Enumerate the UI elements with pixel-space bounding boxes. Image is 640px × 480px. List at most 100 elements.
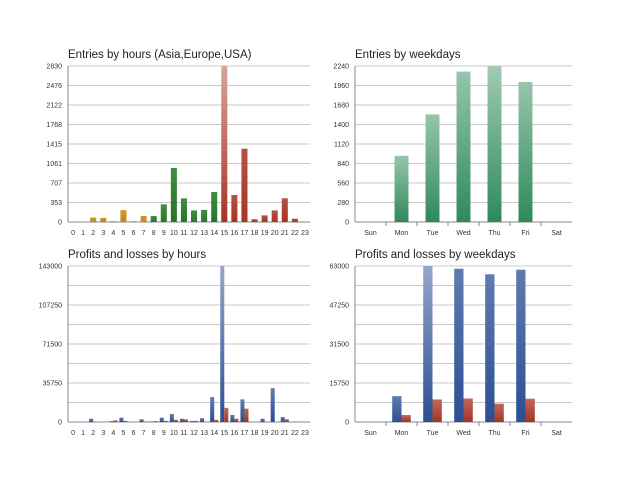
y-tick-label: 2476	[46, 83, 62, 90]
bar-profits-20	[270, 388, 275, 422]
bar-Thu	[487, 66, 502, 222]
bar-12	[191, 210, 198, 222]
bar-losses-10	[173, 419, 178, 422]
bar-14	[211, 191, 218, 222]
bar-Fri	[518, 82, 533, 223]
y-tick-label: 1415	[46, 142, 62, 149]
x-tick-label: Thu	[488, 230, 500, 237]
x-tick-label: 9	[162, 230, 166, 237]
bar-20	[271, 210, 278, 222]
x-tick-label: 19	[261, 430, 269, 437]
bar-21	[281, 198, 288, 222]
y-tick-label: 35750	[43, 381, 63, 388]
bar-losses-Thu	[494, 403, 504, 422]
y-tick-label: 1680	[333, 103, 349, 110]
y-tick-label: 1120	[334, 142, 349, 149]
x-tick-label: 4	[111, 430, 115, 437]
x-tick-label: 5	[122, 430, 126, 437]
y-tick-label: 1768	[46, 122, 62, 129]
y-tick-label: 15750	[330, 381, 350, 388]
bar-profits-17	[240, 399, 245, 422]
bar-5	[120, 210, 127, 222]
x-tick-label: 0	[71, 430, 75, 437]
bar-profits-13	[200, 418, 205, 422]
x-tick-label: Sat	[551, 430, 562, 437]
bar-9	[160, 204, 167, 222]
x-tick-label: 15	[220, 230, 228, 237]
bar-losses-21	[284, 419, 289, 422]
x-tick-label: 0	[71, 230, 75, 237]
bar-profits-2	[89, 418, 94, 422]
x-tick-label: 6	[132, 430, 136, 437]
x-tick-label: 3	[101, 430, 105, 437]
bar-13	[201, 209, 208, 222]
x-tick-label: 19	[261, 230, 269, 237]
x-tick-label: Fri	[521, 430, 530, 437]
bar-losses-12	[194, 420, 199, 422]
x-tick-label: Fri	[521, 230, 530, 237]
y-tick-label: 560	[337, 181, 349, 188]
bar-profits-10	[169, 414, 174, 422]
bar-Wed	[456, 71, 471, 222]
x-tick-label: 2	[91, 230, 95, 237]
y-tick-label: 0	[345, 420, 349, 427]
bar-22	[291, 218, 298, 222]
x-tick-label: 23	[301, 430, 309, 437]
x-tick-label: 2	[91, 430, 95, 437]
y-tick-label: 2240	[333, 64, 349, 71]
bar-16	[231, 194, 238, 222]
x-tick-label: 12	[190, 430, 198, 437]
bar-profits-Tue	[423, 266, 433, 422]
bar-losses-Wed	[463, 398, 473, 422]
bar-losses-4	[113, 420, 118, 422]
x-tick-label: Sat	[551, 230, 562, 237]
pl-weekdays-chart: Profits and losses by weekdays 0 15750 3150…	[330, 249, 572, 437]
bar-19	[261, 215, 268, 222]
x-tick-label: 11	[180, 430, 187, 437]
y-tick-label: 107250	[39, 303, 62, 310]
bar-2	[90, 217, 97, 222]
x-tick-label: 7	[142, 430, 146, 437]
x-tick-label: Thu	[488, 430, 500, 437]
x-tick-label: 14	[210, 230, 218, 237]
x-tick-label: 1	[81, 430, 85, 437]
bar-7	[140, 215, 147, 222]
y-tick-label: 840	[337, 161, 349, 168]
bar-3	[100, 217, 107, 222]
x-tick-label: 20	[271, 430, 279, 437]
x-tick-label: 11	[180, 230, 187, 237]
x-tick-label: 8	[152, 430, 156, 437]
bar-profits-Fri	[516, 269, 526, 422]
x-tick-label: 15	[220, 430, 228, 437]
chart-title: Entries by weekdays	[355, 49, 461, 61]
bar-profits-Thu	[485, 274, 495, 422]
x-tick-label: 1	[81, 230, 85, 237]
bar-15	[221, 66, 228, 222]
x-tick-label: 8	[152, 230, 156, 237]
y-tick-label: 71500	[43, 342, 63, 349]
bar-18	[251, 219, 258, 222]
bar-6	[130, 221, 137, 222]
x-tick-label: 6	[132, 230, 136, 237]
bar-Tue	[425, 114, 440, 222]
y-tick-label: 280	[337, 200, 349, 207]
x-tick-label: Sun	[364, 230, 377, 237]
x-tick-label: Tue	[427, 230, 439, 237]
x-tick-label: 3	[101, 230, 105, 237]
x-tick-label: 16	[230, 430, 238, 437]
x-tick-label: 18	[251, 430, 259, 437]
x-tick-label: 18	[251, 230, 259, 237]
bar-profits-16	[230, 414, 235, 422]
bar-losses-8	[153, 421, 158, 422]
chart-title: Profits and losses by weekdays	[355, 249, 516, 261]
bar-profits-4	[109, 421, 114, 422]
y-tick-label: 353	[50, 200, 62, 207]
x-tick-label: Mon	[395, 430, 409, 437]
x-tick-label: 22	[291, 230, 299, 237]
x-tick-label: 4	[111, 230, 115, 237]
bar-profits-14	[210, 397, 215, 422]
bar-losses-9	[163, 420, 168, 422]
x-tick-label: 22	[291, 430, 299, 437]
x-tick-label: 10	[170, 230, 178, 237]
